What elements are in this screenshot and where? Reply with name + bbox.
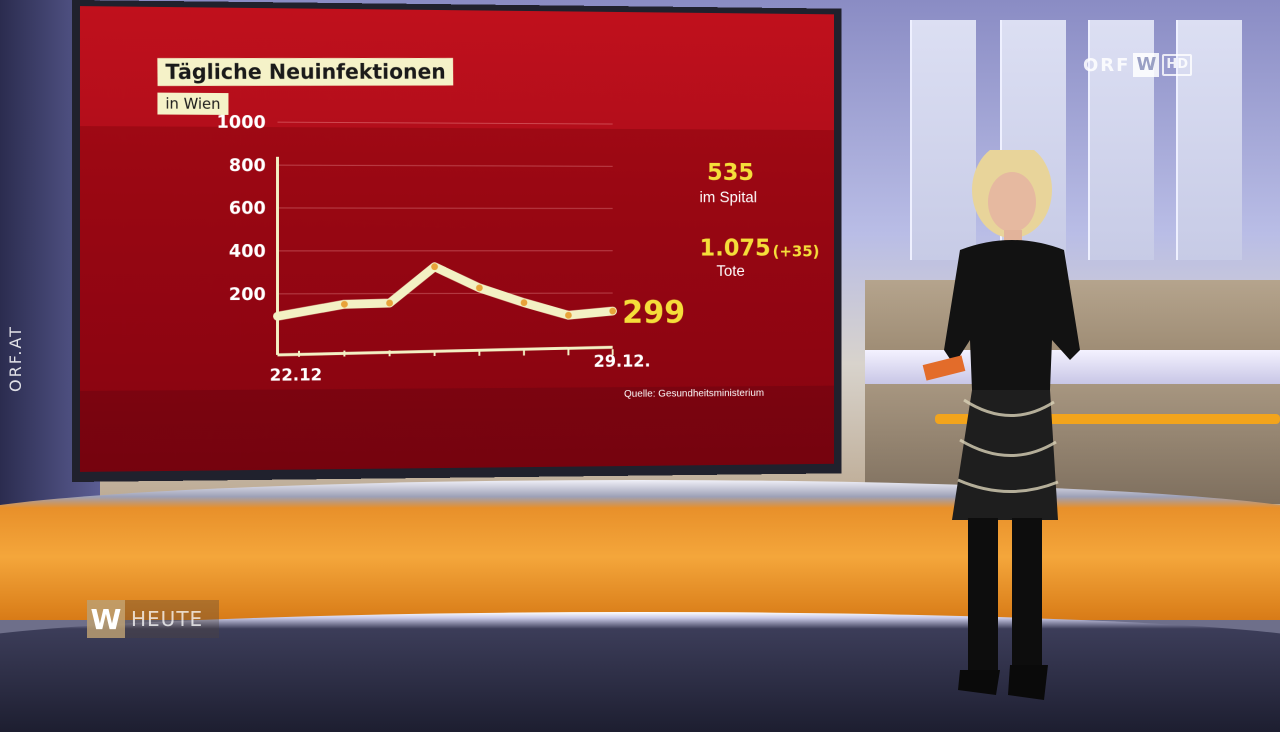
y-tick-label: 800 [229,155,266,176]
x-tick-label: 29.12. [594,352,651,372]
hd-badge: HD [1162,54,1192,76]
hospital-value: 535 [707,159,754,186]
gridline [278,208,613,209]
gridline [278,293,613,294]
data-point [521,299,528,306]
channel-logo-text: ORF [1083,55,1130,76]
y-tick-label: 1000 [217,112,266,133]
channel-logo: ORF W HD [1083,52,1192,78]
data-point [386,300,393,307]
data-point [431,263,438,270]
presenter [920,150,1120,710]
data-point [476,284,483,291]
data-point [565,312,572,319]
x-axis [278,347,613,355]
video-wall: Tägliche Neuinfektionen in Wien 20040060… [72,0,841,482]
y-tick-label: 200 [229,284,266,305]
hospital-label: im Spital [700,190,758,208]
channel-logo-w: W [1133,53,1159,77]
data-point [609,308,616,315]
graphic-screen: Tägliche Neuinfektionen in Wien 20040060… [80,6,834,472]
y-tick-label: 400 [229,241,266,262]
gridline [278,122,613,124]
deaths-label: Tote [716,263,744,280]
data-point [341,301,348,308]
orf-at-watermark: ORF.AT [6,325,25,392]
deaths-value: 1.075 [700,234,771,261]
x-tick-label: 22.12 [270,366,323,386]
last-value-label: 299 [622,293,685,330]
show-logo: W HEUTE [87,600,219,638]
show-logo-name: HEUTE [125,600,219,638]
y-tick-label: 600 [229,198,266,219]
gridline [278,165,613,166]
chart-source: Quelle: Gesundheitsministerium [624,387,764,400]
show-logo-w: W [87,600,125,638]
deaths-delta: (+35) [773,242,820,260]
series-line [278,267,613,317]
